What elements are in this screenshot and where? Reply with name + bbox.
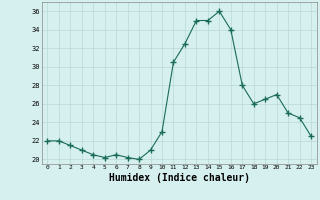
X-axis label: Humidex (Indice chaleur): Humidex (Indice chaleur): [109, 173, 250, 183]
